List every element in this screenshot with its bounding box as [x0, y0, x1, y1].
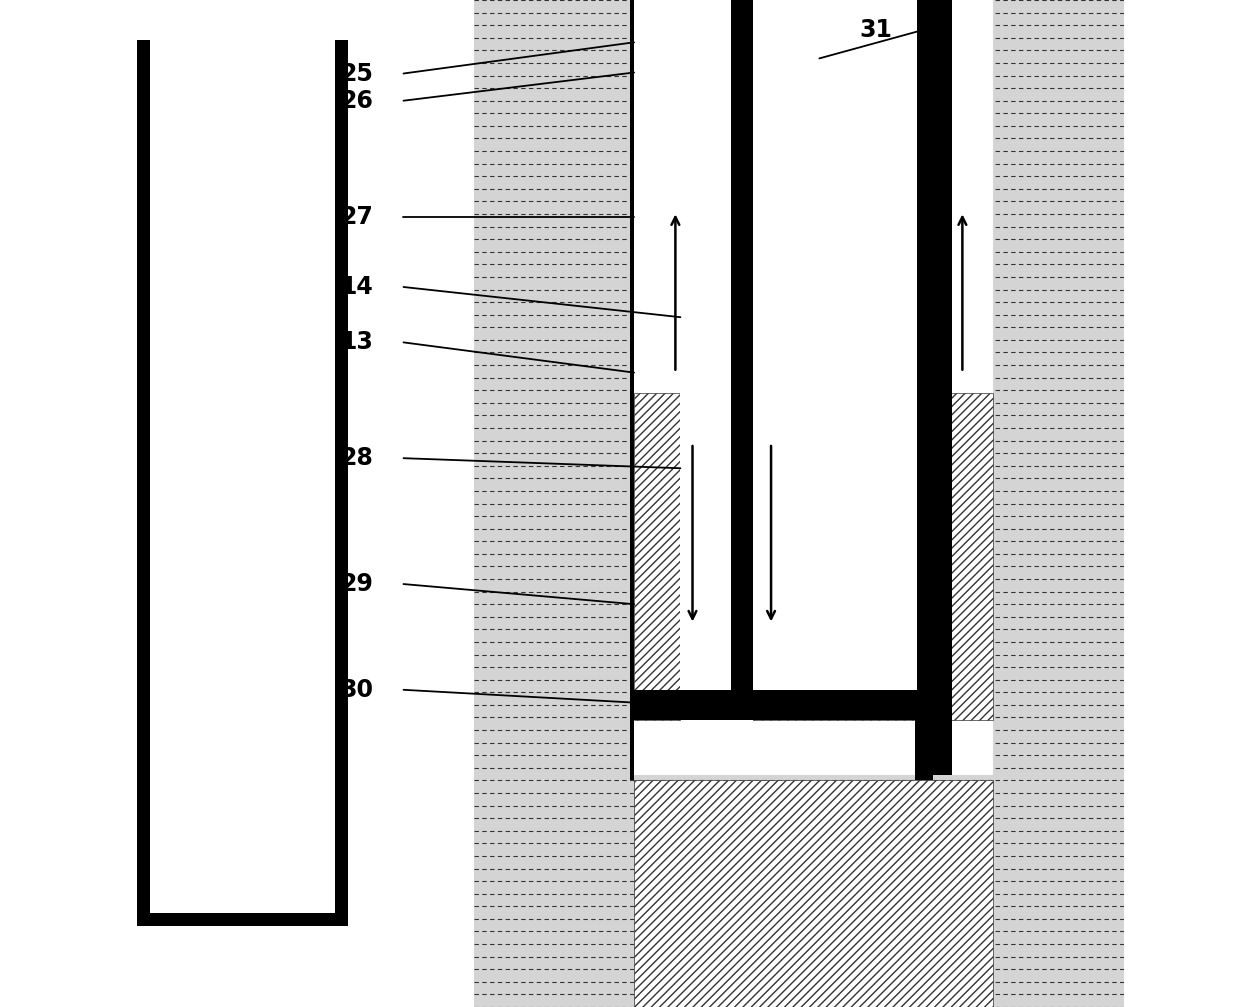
Bar — [934, 393, 992, 720]
Bar — [630, 0, 932, 775]
Text: 28: 28 — [341, 446, 373, 470]
Bar — [730, 0, 753, 690]
Bar — [136, 40, 150, 926]
Text: 27: 27 — [341, 204, 373, 229]
Text: 26: 26 — [341, 89, 373, 113]
Text: 13: 13 — [341, 330, 373, 354]
Bar — [150, 40, 335, 913]
Bar — [915, 0, 934, 780]
Bar — [634, 780, 992, 1007]
Bar — [681, 0, 918, 690]
Bar — [932, 0, 992, 775]
Text: 29: 29 — [341, 572, 373, 596]
Bar — [634, 690, 934, 720]
Bar — [136, 913, 348, 926]
Text: 31: 31 — [859, 18, 892, 42]
Bar — [932, 0, 952, 775]
Bar — [753, 393, 915, 720]
Text: 25: 25 — [341, 61, 373, 86]
Bar — [630, 0, 634, 780]
Bar — [335, 40, 348, 926]
Text: 14: 14 — [341, 275, 373, 299]
Bar — [634, 393, 681, 720]
Text: 30: 30 — [340, 678, 373, 702]
Bar — [474, 0, 1123, 1007]
